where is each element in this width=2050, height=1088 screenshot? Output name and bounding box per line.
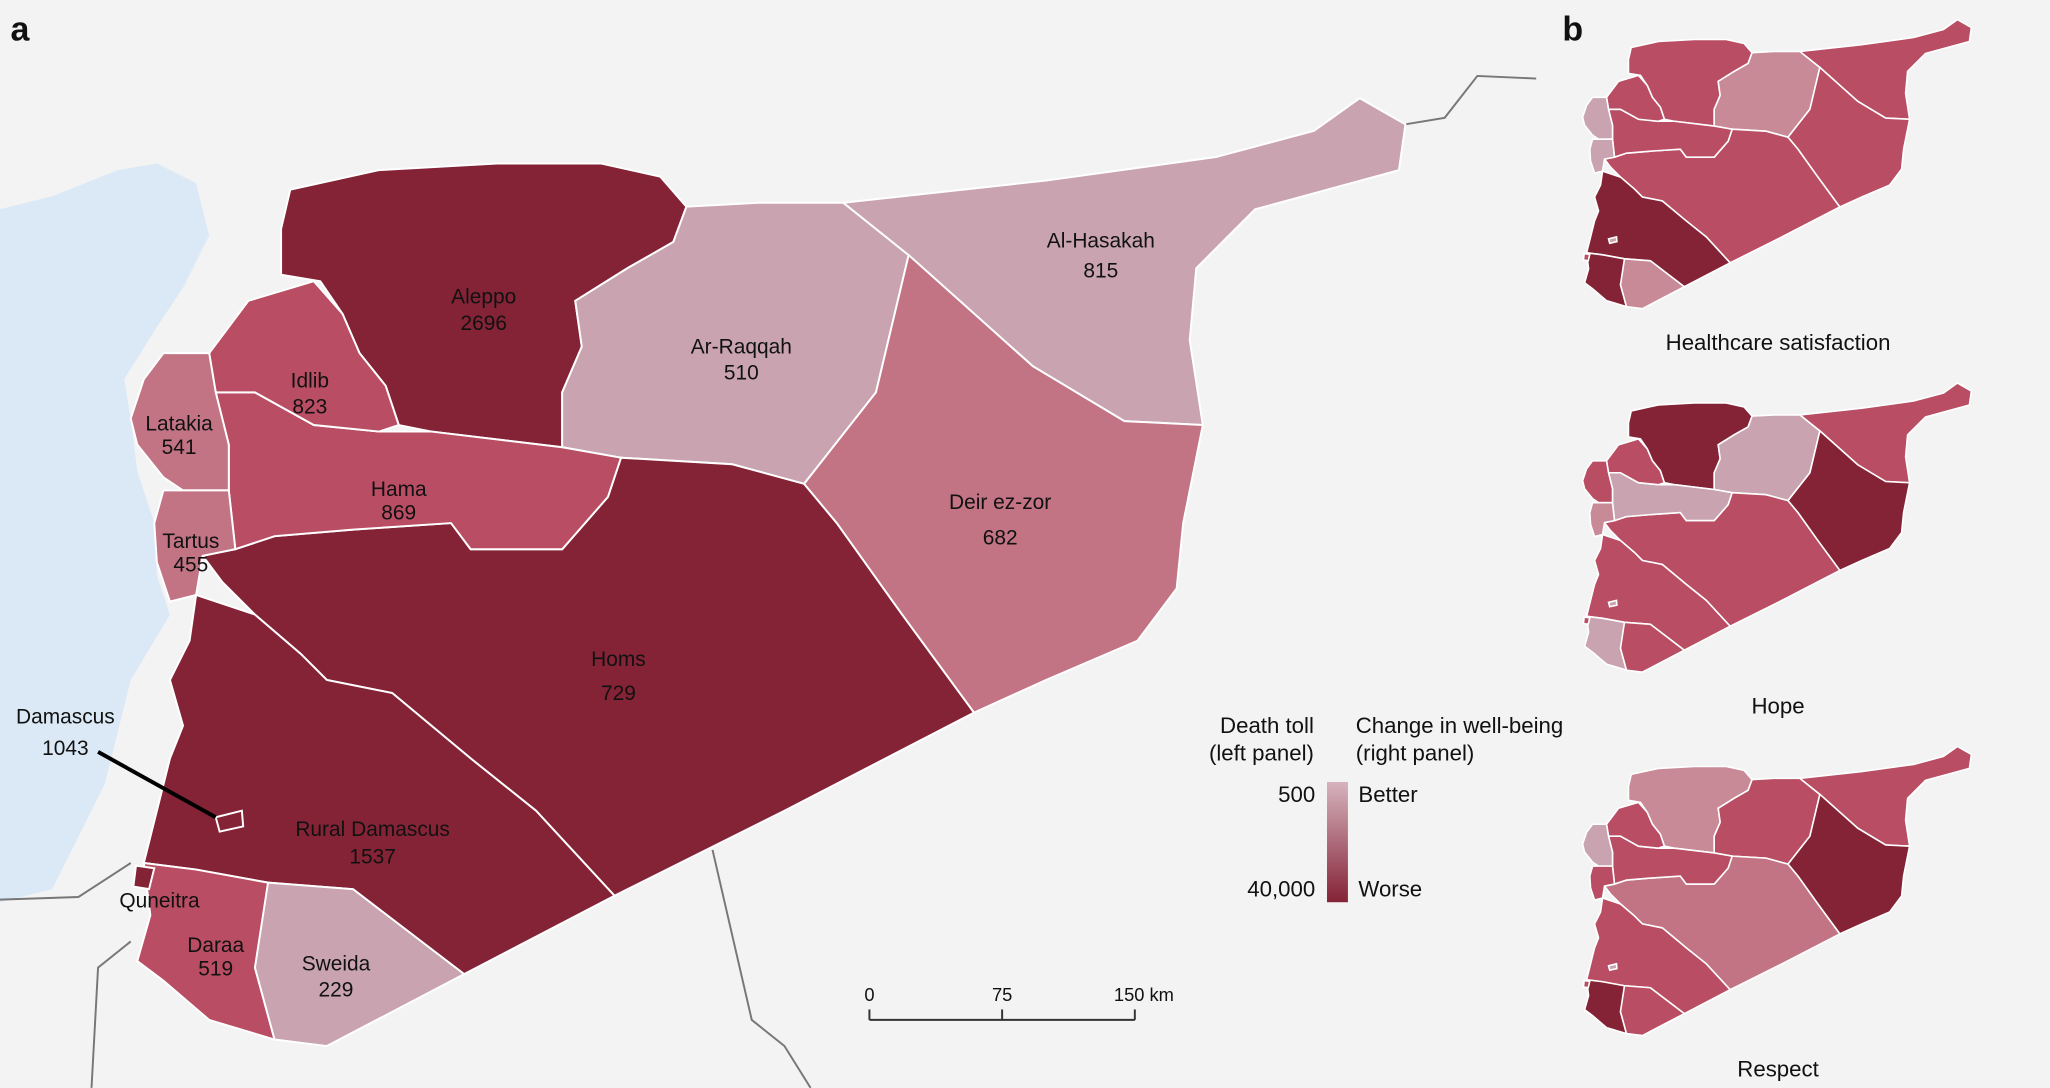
region [132, 864, 156, 891]
scale-label: 75 [992, 984, 1012, 1005]
leader-line [97, 750, 217, 819]
region [208, 280, 400, 433]
region-name: Aleppo [451, 286, 516, 309]
panel-label: a [10, 10, 30, 48]
region [253, 881, 466, 1048]
region [1605, 801, 1666, 849]
sea [0, 163, 210, 903]
legend-title: Death toll [1220, 713, 1314, 738]
region-value: 682 [983, 526, 1018, 549]
region [1582, 252, 1591, 262]
region-value: 815 [1083, 260, 1118, 283]
region-name: Ar-Raqqah [691, 335, 792, 358]
region [1582, 979, 1591, 989]
region-name: Rural Damascus [295, 818, 450, 841]
legend: Death toll(left panel) Change in well-bei… [1209, 713, 1564, 903]
region [1607, 599, 1618, 608]
region [1582, 616, 1591, 626]
region-value: 229 [319, 979, 354, 1002]
region-value: 869 [381, 501, 416, 524]
region-value: 2696 [460, 312, 507, 335]
region [1607, 235, 1618, 245]
region [129, 352, 230, 492]
panel-label: b [1562, 10, 1583, 48]
region [1619, 984, 1686, 1037]
legend-gradient [1327, 781, 1348, 903]
small-map-title: Healthcare satisfaction [1666, 330, 1891, 355]
region-name: Idlib [291, 369, 329, 392]
region-name: Deir ez-zor [949, 491, 1051, 514]
legend-end-label: Better [1358, 782, 1418, 807]
legend-title: Change in well-being [1356, 713, 1564, 738]
small-map-title: Hope [1751, 693, 1804, 718]
region [214, 809, 245, 833]
main-map: Aleppo 2696 Ar-Raqqah 510 Al-Hasakah 815 Deir … [16, 97, 1407, 1048]
region-name: Al-Hasakah [1047, 230, 1155, 253]
region [1581, 823, 1614, 867]
small-map [1581, 18, 1973, 310]
region-name: Daraa [187, 934, 244, 957]
scale-label: 150 km [1114, 984, 1174, 1005]
legend-scale-label: 40,000 [1247, 876, 1315, 901]
legend-end-label: Worse [1358, 876, 1422, 901]
region-name: Quneitra [119, 890, 200, 913]
region [1583, 615, 1628, 672]
small-map [1581, 745, 1973, 1037]
region [1605, 74, 1666, 123]
region-name: Homs [591, 648, 646, 671]
region-value: 823 [292, 396, 327, 419]
region [1581, 96, 1614, 140]
region-name: Sweida [302, 953, 371, 976]
region-value: 729 [601, 682, 636, 705]
region-value: 541 [162, 436, 197, 459]
legend-title: (right panel) [1356, 740, 1475, 765]
region [1619, 257, 1686, 310]
small-map-title: Respect [1737, 1057, 1819, 1082]
neighbor-border [0, 74, 1537, 1088]
legend-title: (left panel) [1209, 740, 1314, 765]
region [1583, 978, 1628, 1035]
legend-scale-label: 500 [1278, 782, 1315, 807]
region [1583, 251, 1628, 308]
region-name: Tartus [162, 530, 219, 553]
region [1605, 437, 1666, 486]
region-name: Damascus [16, 705, 115, 728]
region [1619, 621, 1686, 673]
region-value: 519 [198, 958, 233, 981]
small-maps: Healthcare satisfaction Hope Respect [1581, 18, 1973, 1082]
region-value: 510 [724, 362, 759, 385]
region [1581, 459, 1614, 504]
region-value: 455 [173, 554, 208, 577]
region-name: Latakia [145, 413, 213, 436]
region [1607, 962, 1618, 972]
region-value: 1537 [349, 845, 396, 868]
small-map [1581, 382, 1973, 673]
scale-label: 0 [864, 984, 874, 1005]
region-name: Hama [371, 478, 427, 501]
region-value: 1043 [42, 737, 89, 760]
scale-bar: 0 75 150 km [864, 984, 1174, 1021]
